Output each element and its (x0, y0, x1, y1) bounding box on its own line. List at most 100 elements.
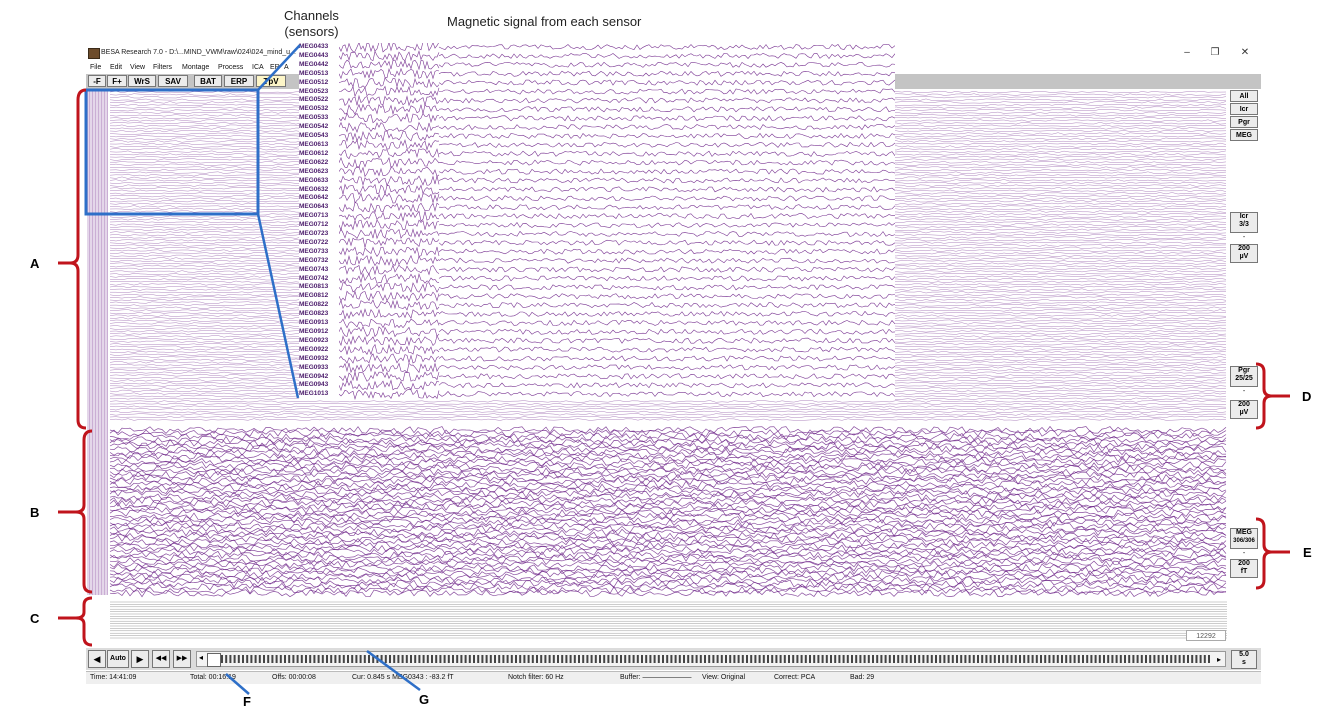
pgr-button[interactable]: Pgr (1230, 116, 1258, 128)
pgr-group-label: Pgr (1238, 367, 1250, 374)
menu-file[interactable]: File (90, 64, 102, 71)
page-forward-button[interactable]: ▶ (131, 650, 149, 668)
event-marker (1208, 655, 1210, 663)
minus-filter-button[interactable]: -F (88, 75, 106, 87)
event-marker (531, 655, 534, 663)
pgr-trace (109, 410, 1227, 413)
event-marker (809, 655, 811, 663)
page-back-button[interactable]: ◀ (88, 650, 106, 668)
event-marker (515, 655, 517, 663)
minimize-button[interactable]: – (1184, 47, 1190, 58)
scroll-thumb[interactable] (207, 653, 221, 667)
fast-forward-button[interactable]: ▶▶ (173, 650, 191, 668)
event-marker (536, 655, 538, 663)
bat-button[interactable]: BAT (194, 75, 222, 87)
channel-name: MEG0932 (299, 354, 329, 362)
meg-trace (109, 563, 1227, 572)
menu-process[interactable]: Process (218, 64, 244, 71)
event-marker (237, 655, 240, 663)
scroll-right-arrow[interactable]: ▸ (1217, 655, 1222, 664)
auto-button[interactable]: Auto (107, 650, 129, 668)
channel-name: MEG0622 (299, 158, 329, 166)
event-marker (611, 655, 614, 663)
time-scrollbar[interactable]: ◂ ▸ (196, 651, 1226, 667)
zoomed-trace (438, 328, 895, 335)
menu-montage[interactable]: Montage (182, 64, 210, 71)
event-marker (947, 655, 950, 663)
event-marker (750, 655, 753, 663)
event-marker (359, 655, 362, 663)
page-length-button[interactable]: 5.0 s (1231, 650, 1257, 669)
pgr-group-button[interactable]: Pgr 25/25 (1230, 366, 1258, 387)
zoomed-trace (438, 79, 895, 86)
meg-scale-button[interactable]: 200 fT (1230, 559, 1258, 578)
zoomed-trace (438, 221, 895, 229)
meg-trace (109, 509, 1227, 518)
event-marker (968, 655, 971, 663)
zoomed-trace (339, 308, 439, 320)
meg-trace (109, 483, 1227, 492)
scroll-left-arrow[interactable]: ◂ (199, 653, 204, 662)
menu-view[interactable]: View (130, 64, 146, 71)
menu-filters[interactable]: Filters (153, 64, 173, 71)
plus-filter-button[interactable]: F+ (107, 75, 127, 87)
event-marker (641, 655, 643, 663)
event-marker (1128, 655, 1131, 663)
event-marker (1153, 655, 1156, 663)
channel-name: MEG0743 (299, 265, 329, 273)
right-control-panel: All Icr Pgr MEG Icr 3/3 - 200 µV Pgr 25/… (1227, 90, 1261, 642)
all-button[interactable]: All (1230, 90, 1258, 102)
maximize-button[interactable]: ❐ (1210, 47, 1220, 58)
meg-trace (109, 537, 1227, 547)
status-notch: Notch filter: 60 Hz (508, 674, 564, 681)
event-marker (1124, 655, 1126, 663)
erp-button[interactable]: ERP (224, 75, 254, 87)
event-marker (1145, 655, 1147, 663)
meg-button[interactable]: MEG (1230, 129, 1258, 141)
event-marker (565, 655, 568, 663)
channel-name: MEG0543 (299, 132, 329, 140)
pgr-scale-button[interactable]: 200 µV (1230, 400, 1258, 419)
channel-name: MEG0923 (299, 336, 329, 344)
icr-button[interactable]: Icr (1230, 103, 1258, 115)
zoomed-trace (438, 248, 895, 255)
meg-group-label: MEG (1236, 529, 1252, 536)
status-bad: Bad: 29 (850, 674, 875, 681)
event-marker (347, 655, 349, 663)
event-marker (1056, 655, 1059, 663)
event-marker (431, 655, 433, 663)
close-button[interactable]: ✕ (1240, 47, 1250, 58)
wrs-button[interactable]: WrS (128, 75, 156, 87)
sav-button[interactable]: SAV (158, 75, 188, 87)
icr-scale-button[interactable]: 200 µV (1230, 244, 1258, 263)
event-marker (741, 655, 744, 663)
zoomed-trace (339, 370, 440, 382)
event-marker (414, 655, 417, 663)
menu-er[interactable]: ER (270, 64, 280, 71)
zoomed-trace (438, 159, 895, 166)
event-marker (1203, 655, 1206, 663)
tpv-button[interactable]: TpV (256, 75, 286, 87)
icr-group-button[interactable]: Icr 3/3 (1230, 212, 1258, 233)
event-marker (435, 655, 438, 663)
event-marker (510, 655, 513, 663)
menu-a[interactable]: A (284, 64, 289, 71)
event-marker (1157, 655, 1160, 663)
event-marker (729, 655, 732, 663)
rewind-button[interactable]: ◀◀ (152, 650, 170, 668)
zoomed-trace (438, 373, 895, 380)
zoomed-trace (339, 353, 440, 364)
menu-ica[interactable]: ICA (252, 64, 264, 71)
event-marker (586, 655, 589, 663)
zoomed-trace (438, 97, 895, 104)
meg-group-button[interactable]: MEG 306/306 (1230, 528, 1258, 549)
pgr-group-count: 25/25 (1235, 375, 1253, 382)
meg-trace (109, 477, 1227, 486)
event-marker (439, 655, 442, 663)
event-marker (624, 655, 627, 663)
status-total: Total: 00:16:19 (190, 674, 236, 681)
event-marker (418, 655, 421, 663)
menu-edit[interactable]: Edit (110, 64, 123, 71)
event-marker (1061, 655, 1063, 663)
event-marker (804, 655, 807, 663)
